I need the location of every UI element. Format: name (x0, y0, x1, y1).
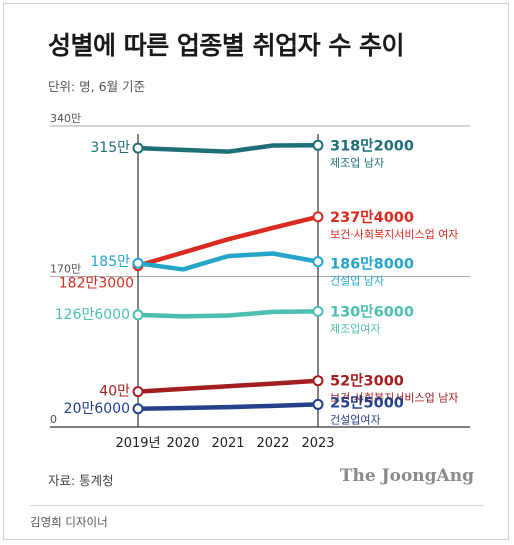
y-tick-label: 170만 (50, 263, 81, 276)
series-point (312, 398, 324, 410)
series-end-value: 130만6000 (330, 303, 414, 320)
series-point (132, 309, 144, 321)
series-end-name: 보건·사회복지서비스업 남자 (330, 392, 458, 405)
series-end-value: 237만4000 (330, 209, 414, 226)
series-end-name: 제조업여자 (330, 322, 381, 335)
y-tick-label: 340만 (50, 112, 81, 125)
series-line (135, 309, 321, 319)
series-start-label: 20만6000 (64, 401, 130, 417)
series-start-label: 185만 (90, 254, 130, 270)
series-line (135, 402, 321, 412)
designer-credit: 김영희 디자이너 (30, 515, 108, 529)
chart-title: 성별에 따른 업종별 취업자 수 추이 (48, 31, 405, 60)
series-point (312, 256, 324, 268)
series-point (132, 403, 144, 415)
series-line (135, 214, 321, 268)
series-start-label: 126만6000 (55, 307, 130, 323)
series-point (132, 142, 144, 154)
series-end-value: 52만3000 (330, 373, 404, 390)
x-tick-label: 2023 (301, 436, 334, 451)
series-end-value: 318만2000 (330, 137, 414, 154)
series-point (312, 211, 324, 223)
y-tick-label: 0 (50, 413, 57, 426)
series-line (135, 143, 321, 154)
series-end-value: 186만8000 (330, 256, 414, 273)
x-tick-label: 2019년 (115, 436, 160, 451)
footer-divider (30, 505, 484, 506)
series-end-name: 건설업 남자 (330, 275, 384, 288)
series-line (135, 378, 321, 394)
series-point (132, 386, 144, 398)
series-point (312, 139, 324, 151)
series-end-value: 25만5000 (330, 394, 404, 411)
series-end-name: 건설업여자 (330, 413, 381, 426)
series-line (135, 251, 321, 272)
series-point (312, 375, 324, 387)
series-start-label: 182만3000 (59, 276, 134, 292)
source-note: 자료: 통계청 (48, 473, 114, 488)
series-point (132, 257, 144, 269)
brand-logo: The JoongAng (339, 466, 474, 486)
series-end-name: 제조업 남자 (330, 156, 384, 169)
x-tick-label: 2020 (166, 436, 199, 451)
unit-note: 단위: 명, 6월 기준 (48, 79, 146, 94)
series-start-label: 315만 (90, 140, 130, 156)
series-start-label: 40만 (99, 384, 130, 400)
series-end-name: 보건·사회복지서비스업 여자 (330, 228, 458, 241)
x-tick-label: 2022 (256, 436, 289, 451)
x-tick-label: 2021 (211, 436, 244, 451)
series-point (312, 305, 324, 317)
card-frame (3, 3, 509, 540)
